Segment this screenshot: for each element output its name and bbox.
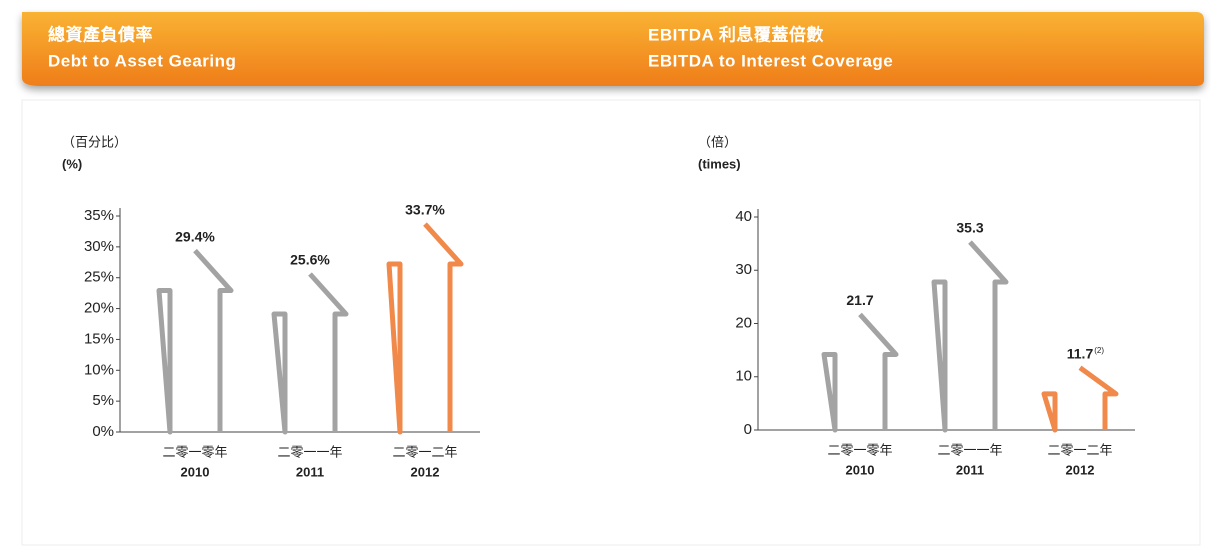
- unit: (times): [698, 156, 741, 171]
- title-zh: 總資產負債率: [48, 24, 153, 44]
- x-tick-label-zh: 二零一一年: [277, 444, 342, 459]
- x-tick-label-zh: 二零一二年: [392, 444, 457, 459]
- value-label: 29.4%: [175, 228, 215, 244]
- y-tick-label: 20%: [84, 300, 114, 317]
- x-tick-label: 2010: [846, 462, 875, 477]
- arrow-bar: [821, 312, 899, 433]
- y-tick-label: 0%: [92, 423, 114, 440]
- x-tick-label: 2012: [1066, 462, 1095, 477]
- x-tick-label-zh: 二零一二年: [1047, 442, 1112, 457]
- value-label: 11.7: [1067, 345, 1094, 361]
- x-tick-label: 2010: [181, 464, 210, 479]
- x-tick-label: 2012: [411, 464, 440, 479]
- x-tick-label: 2011: [956, 462, 984, 477]
- y-tick-label: 5%: [92, 392, 114, 409]
- y-tick-label: 10: [735, 368, 752, 385]
- value-label: 25.6%: [290, 252, 330, 268]
- y-tick-label: 15%: [84, 330, 114, 347]
- unit: (%): [62, 156, 82, 171]
- value-label: 21.7: [846, 292, 873, 308]
- value-label-note: (2): [1094, 346, 1104, 355]
- arrow-bar: [931, 240, 1009, 433]
- x-tick-label-zh: 二零一零年: [827, 442, 892, 457]
- title: EBITDA to Interest Coverage: [648, 51, 893, 70]
- unit-zh: （百分比）: [62, 134, 127, 149]
- y-tick-label: 20: [735, 314, 752, 331]
- y-tick-label: 10%: [84, 361, 114, 378]
- y-tick-label: 25%: [84, 269, 114, 286]
- value-label: 33.7%: [405, 202, 445, 218]
- x-tick-label-zh: 二零一一年: [937, 442, 1002, 457]
- x-tick-label: 2011: [296, 464, 324, 479]
- y-tick-label: 30: [735, 261, 752, 278]
- y-tick-label: 40: [735, 208, 752, 225]
- unit-zh: （倍）: [698, 134, 737, 149]
- y-tick-label: 0: [744, 421, 752, 438]
- value-label: 35.3: [956, 220, 983, 236]
- header-bar: [22, 12, 1204, 86]
- arrow-bar: [156, 248, 234, 435]
- y-tick-label: 30%: [84, 238, 114, 255]
- arrow-bar: [271, 272, 349, 435]
- arrow-bar: [1041, 365, 1119, 433]
- title: Debt to Asset Gearing: [48, 51, 236, 70]
- y-tick-label: 35%: [84, 207, 114, 224]
- arrow-bar: [386, 222, 464, 435]
- title-zh: EBITDA 利息覆蓋倍數: [648, 24, 824, 44]
- x-tick-label-zh: 二零一零年: [162, 444, 227, 459]
